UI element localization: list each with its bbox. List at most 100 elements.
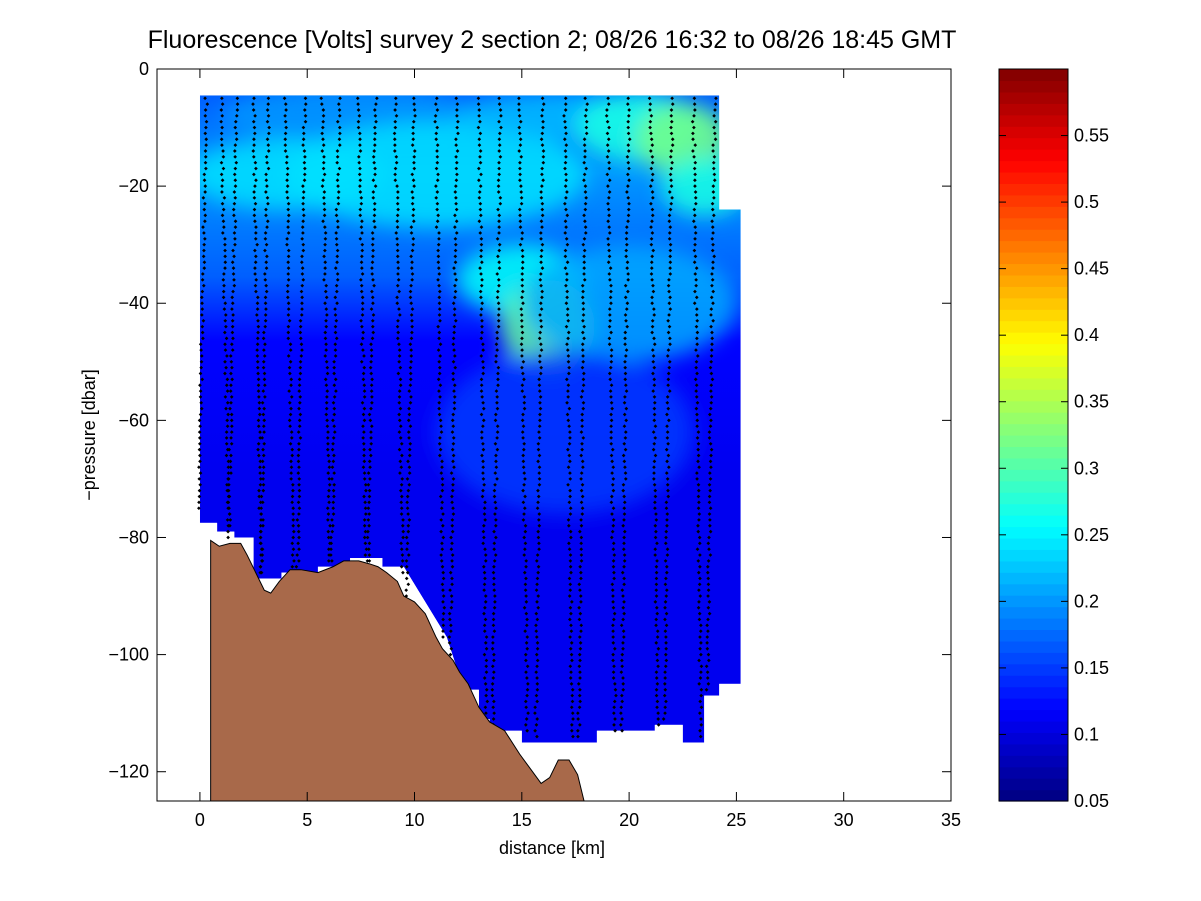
sample-dot [581,359,586,364]
sample-dot [451,412,456,417]
sample-dot [481,400,485,405]
sample-dot [566,418,571,423]
sample-dot [563,149,568,153]
sample-dot [404,559,409,563]
sample-dot [372,207,377,212]
sample-dot [437,365,442,370]
sample-dot [653,523,658,528]
sample-dot [610,406,614,411]
sample-dot [565,272,569,276]
sample-dot [664,594,669,598]
sample-dot [663,629,668,634]
sample-dot [405,500,410,505]
sample-dot [670,143,675,147]
sample-dot [483,705,488,710]
sample-dot [258,430,262,434]
sample-dot [408,400,413,405]
sample-dot [438,342,443,347]
sample-dot [495,447,500,452]
sample-dot [521,436,525,440]
sample-dot [611,564,616,569]
sample-dot [666,453,671,458]
sample-dot [260,459,265,464]
sample-dot [437,272,442,276]
sample-dot [286,272,291,276]
sample-dot [453,272,457,276]
sample-dot [358,149,363,153]
sample-dot [300,236,304,241]
sample-dot [369,453,373,458]
sample-dot [539,307,544,311]
sample-dot [198,471,203,475]
sample-dot [579,541,584,546]
sample-dot [620,717,624,721]
sample-dot [451,506,455,511]
sample-dot [409,359,413,364]
sample-dot [708,506,713,511]
sample-dot [408,289,413,294]
sample-dot [539,342,543,347]
sample-dot [570,693,575,698]
sample-dot [540,143,545,147]
sample-dot [453,213,457,218]
sample-dot [664,641,668,645]
sample-dot [265,254,269,259]
sample-dot [367,494,372,499]
sample-dot [520,272,525,276]
sample-dot [492,605,497,610]
sample-dot [667,418,671,423]
sample-dot [611,617,616,622]
sample-dot [482,629,487,634]
sample-dot [563,266,568,270]
sample-dot [696,559,701,563]
sample-dot [220,190,224,194]
sample-dot [360,272,365,276]
sample-dot [480,436,484,440]
sample-dot [619,711,623,715]
sample-dot [219,119,223,124]
sample-dot [358,190,363,194]
sample-dot [695,424,699,429]
sample-dot [297,441,301,446]
sample-dot [652,465,656,470]
sample-dot [232,277,236,282]
sample-dot [481,424,485,429]
sample-dot [255,336,260,341]
sample-dot [434,131,439,136]
sample-dot [366,482,371,487]
sample-dot [358,236,363,241]
sample-dot [564,324,569,329]
sample-dot [300,295,304,300]
sample-dot [520,248,525,253]
sample-dot [537,541,541,546]
sample-dot [695,354,700,358]
sample-dot [479,412,484,417]
sample-dot [437,236,441,241]
sample-dot [534,652,539,657]
sample-dot [524,717,529,721]
sample-dot [264,242,269,247]
sample-dot [568,646,573,651]
sample-dot [258,459,263,464]
sample-dot [333,342,338,347]
sample-dot [368,447,372,452]
sample-dot [223,260,228,265]
sample-dot [285,172,290,177]
sample-dot [297,535,301,540]
sample-dot [664,658,669,663]
sample-dot [399,482,404,487]
sample-dot [696,488,701,493]
sample-dot [568,582,573,587]
field-patch [635,104,730,175]
sample-dot [711,266,715,270]
sample-dot [198,453,202,458]
sample-dot [670,96,674,101]
sample-dot [712,125,716,130]
sample-dot [581,318,585,323]
sample-dot [285,295,290,300]
sample-dot [609,535,614,540]
sample-dot [324,400,329,405]
sample-dot [361,371,366,376]
sample-dot [290,494,295,499]
sample-dot [323,260,328,265]
